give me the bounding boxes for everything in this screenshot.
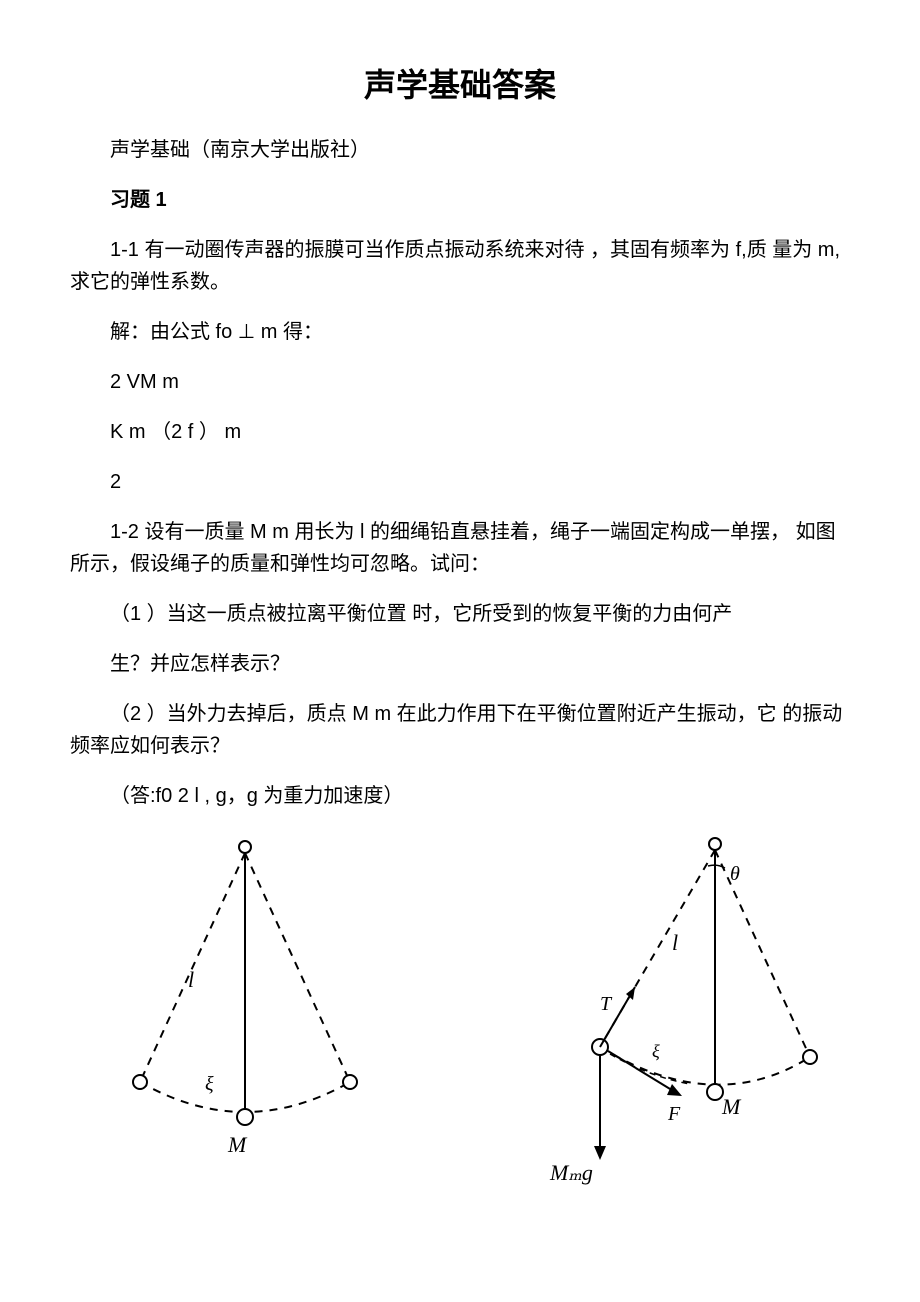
label-l-right: l: [672, 930, 678, 955]
problem-1-2-b: （1 ）当这一质点被拉离平衡位置 时，它所受到的恢复平衡的力由何产: [70, 598, 850, 630]
eq-1: 2 VM m: [70, 366, 850, 398]
solution-1-1: 解：由公式 fo ⊥ m 得：: [70, 316, 850, 348]
problem-1-1: 1-1 有一动圈传声器的振膜可当作质点振动系统来对待 ，其固有频率为 f,质 量…: [70, 234, 850, 298]
figures-row: l ξ M: [70, 832, 850, 1192]
eq-3: 2: [70, 466, 850, 498]
section-heading: 习题 1: [70, 184, 850, 216]
problem-1-2-e: （答:f0 2 l , g，g 为重力加速度）: [70, 780, 850, 812]
figure-right: θ l T ξ F M Mₘg: [540, 832, 830, 1192]
label-theta: θ: [730, 863, 740, 885]
label-l: l: [188, 967, 194, 992]
eq-2: K m （2 f ） m: [70, 416, 850, 448]
label-T: T: [600, 993, 613, 1015]
label-M-right: M: [721, 1094, 742, 1119]
label-F: F: [667, 1103, 681, 1125]
pendulum-left-svg: l ξ M: [110, 832, 380, 1162]
problem-1-2-a: 1-2 设有一质量 M m 用长为 l 的细绳铅直悬挂着，绳子一端固定构成一单摆…: [70, 516, 850, 580]
source-line: 声学基础（南京大学出版社）: [70, 134, 850, 166]
problem-1-2-c: 生？并应怎样表示？: [70, 648, 850, 680]
label-Mmg: Mₘg: [549, 1160, 593, 1185]
label-xi: ξ: [205, 1073, 214, 1095]
label-xi-right: ξ: [652, 1041, 660, 1061]
figure-left: l ξ M: [110, 832, 380, 1192]
pendulum-right-svg: θ l T ξ F M Mₘg: [540, 832, 830, 1192]
page-title: 声学基础答案: [70, 60, 850, 106]
problem-1-2-d: （2 ）当外力去掉后，质点 M m 在此力作用下在平衡位置附近产生振动，它 的振…: [70, 698, 850, 762]
label-M: M: [227, 1132, 248, 1157]
